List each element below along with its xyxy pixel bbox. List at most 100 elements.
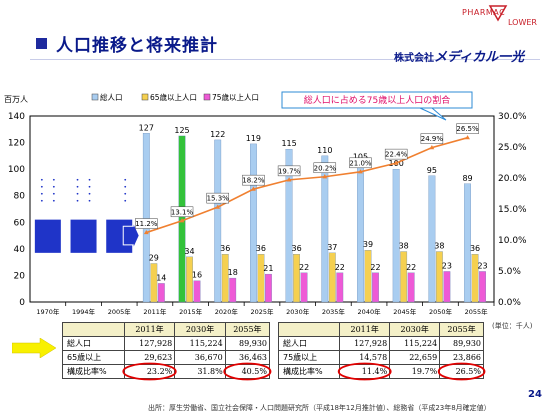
ratio-point — [465, 135, 470, 140]
total-bar-label: 119 — [246, 134, 261, 143]
y2-tick-label: 30.0% — [498, 112, 527, 122]
ratio-label: 11.2% — [135, 220, 158, 228]
x-tick-label: 2040年 — [358, 307, 382, 316]
trend-arrow-icon — [122, 222, 140, 250]
elderly65-table: 2011年 2030年 2055年 総人口 127,928 115,224 89,930 65… — [62, 322, 271, 379]
elderly65-bar-label: 39 — [363, 240, 373, 249]
elderly65-bar — [150, 263, 158, 303]
ratio-callout-text: 総人口に占める75歳以上人口の割合 — [304, 94, 450, 106]
total-bar-label: 125 — [174, 126, 189, 135]
elderly65-bar-label: 36 — [256, 244, 266, 253]
elderly65-bar-label: 34 — [184, 247, 194, 256]
ratio-label: 19.7% — [278, 167, 301, 175]
y-tick-label: 0 — [19, 298, 25, 308]
ratio-callout-pointer — [419, 107, 447, 121]
ratio-label: 24.9% — [421, 135, 444, 143]
placeholder-dot — [124, 185, 127, 188]
placeholder-dot — [88, 192, 91, 195]
legend-label: 65歳以上人口 — [150, 92, 197, 102]
elderly65-bar-label: 38 — [399, 242, 409, 251]
total-bar-label: 127 — [139, 123, 154, 132]
historical-placeholder — [34, 219, 61, 253]
total-bar — [285, 149, 293, 303]
total-bar-label: 122 — [210, 130, 225, 139]
x-tick-label: 2045年 — [393, 307, 417, 316]
ratio-label: 22.4% — [385, 151, 408, 159]
table-header-cell: 2055年 — [439, 322, 484, 337]
elderly75-bar — [336, 272, 344, 303]
logo-text-line2: LOWER — [508, 18, 537, 27]
elderly65-bar-label: 36 — [470, 244, 480, 253]
total-bar-label: 95 — [427, 166, 437, 175]
placeholder-dot — [40, 192, 43, 195]
x-tick-label: 2011年 — [143, 307, 167, 316]
y2-tick-label: 5.0% — [498, 267, 521, 277]
y-tick-label: 140 — [8, 112, 25, 122]
x-tick-label: 2055年 — [465, 307, 489, 316]
ratio-label: 15.3% — [207, 195, 230, 203]
placeholder-dot — [88, 185, 91, 188]
elderly65-bar — [364, 250, 372, 303]
table-header-cell: 2011年 — [123, 322, 176, 337]
table-header-cell: 2030年 — [389, 322, 441, 337]
ratio-label-box — [242, 174, 265, 186]
company-logo: 株式会社メディカル一光 — [394, 46, 524, 65]
y-unit-label: 百万人 — [4, 95, 28, 104]
elderly75-bar — [407, 272, 415, 303]
total-bar — [464, 183, 471, 303]
elderly75-bar-label: 16 — [192, 271, 202, 280]
ratio-label: 21.0% — [349, 159, 372, 167]
ratio-label-box — [206, 192, 229, 204]
elderly75-bar — [372, 272, 379, 303]
placeholder-dot — [88, 178, 91, 181]
historical-placeholder — [70, 219, 97, 253]
x-tick-label: 2030年 — [286, 307, 310, 316]
placeholder-dot — [52, 178, 55, 181]
elderly75-bar-label: 23 — [477, 261, 487, 270]
ratio-line — [146, 136, 468, 234]
elderly65-bar — [293, 254, 300, 303]
total-bar-label: 110 — [317, 146, 332, 155]
logo-mark-icon — [488, 5, 508, 22]
total-bar-label: 105 — [353, 153, 368, 162]
total-bar-label: 89 — [462, 174, 472, 183]
placeholder-dot — [124, 199, 127, 202]
x-tick-label: 2005年 — [108, 307, 132, 316]
ratio-point — [429, 145, 435, 150]
table-row: 65歳以上 29,623 36,670 36,463 — [62, 350, 271, 365]
slide-title: 人口推移と将来推計 — [56, 36, 218, 56]
ratio-point — [179, 218, 185, 223]
legend-swatch — [141, 93, 149, 101]
ratio-point — [358, 169, 363, 174]
y-tick-label: 120 — [8, 139, 25, 149]
company-name: メディカル一光 — [434, 50, 525, 65]
placeholder-dot — [52, 185, 55, 188]
elderly75-bar — [193, 280, 201, 303]
table-header-cell: 2030年 — [174, 322, 226, 337]
table-cell: 11.4% — [339, 364, 391, 379]
placeholder-dot — [124, 178, 127, 181]
page-number: 24 — [528, 389, 542, 400]
placeholder-dot — [52, 199, 55, 202]
ratio-label-box — [277, 165, 301, 177]
placeholder-dot — [40, 178, 43, 181]
y-tick-label: 100 — [8, 165, 25, 175]
x-tick-label: 2035年 — [322, 307, 346, 316]
total-bar — [321, 155, 329, 303]
ratio-label-box — [313, 162, 337, 174]
x-tick-label: 2025年 — [250, 307, 274, 316]
placeholder-dot — [76, 192, 79, 195]
total-bar — [392, 168, 400, 303]
x-tick-label: 1994年 — [72, 307, 96, 316]
y2-tick-label: 20.0% — [498, 174, 527, 184]
elderly75-bar — [229, 277, 237, 303]
placeholder-dot — [40, 199, 43, 202]
unit-note: (単位：千人) — [492, 322, 533, 330]
elderly65-bar — [400, 251, 408, 303]
ratio-label-box — [384, 148, 408, 160]
ratio-label: 20.2% — [314, 164, 337, 172]
x-tick-label: 1970年 — [36, 307, 60, 316]
total-bar — [428, 175, 436, 303]
ratio-point — [143, 229, 149, 235]
total-bar — [142, 133, 150, 303]
